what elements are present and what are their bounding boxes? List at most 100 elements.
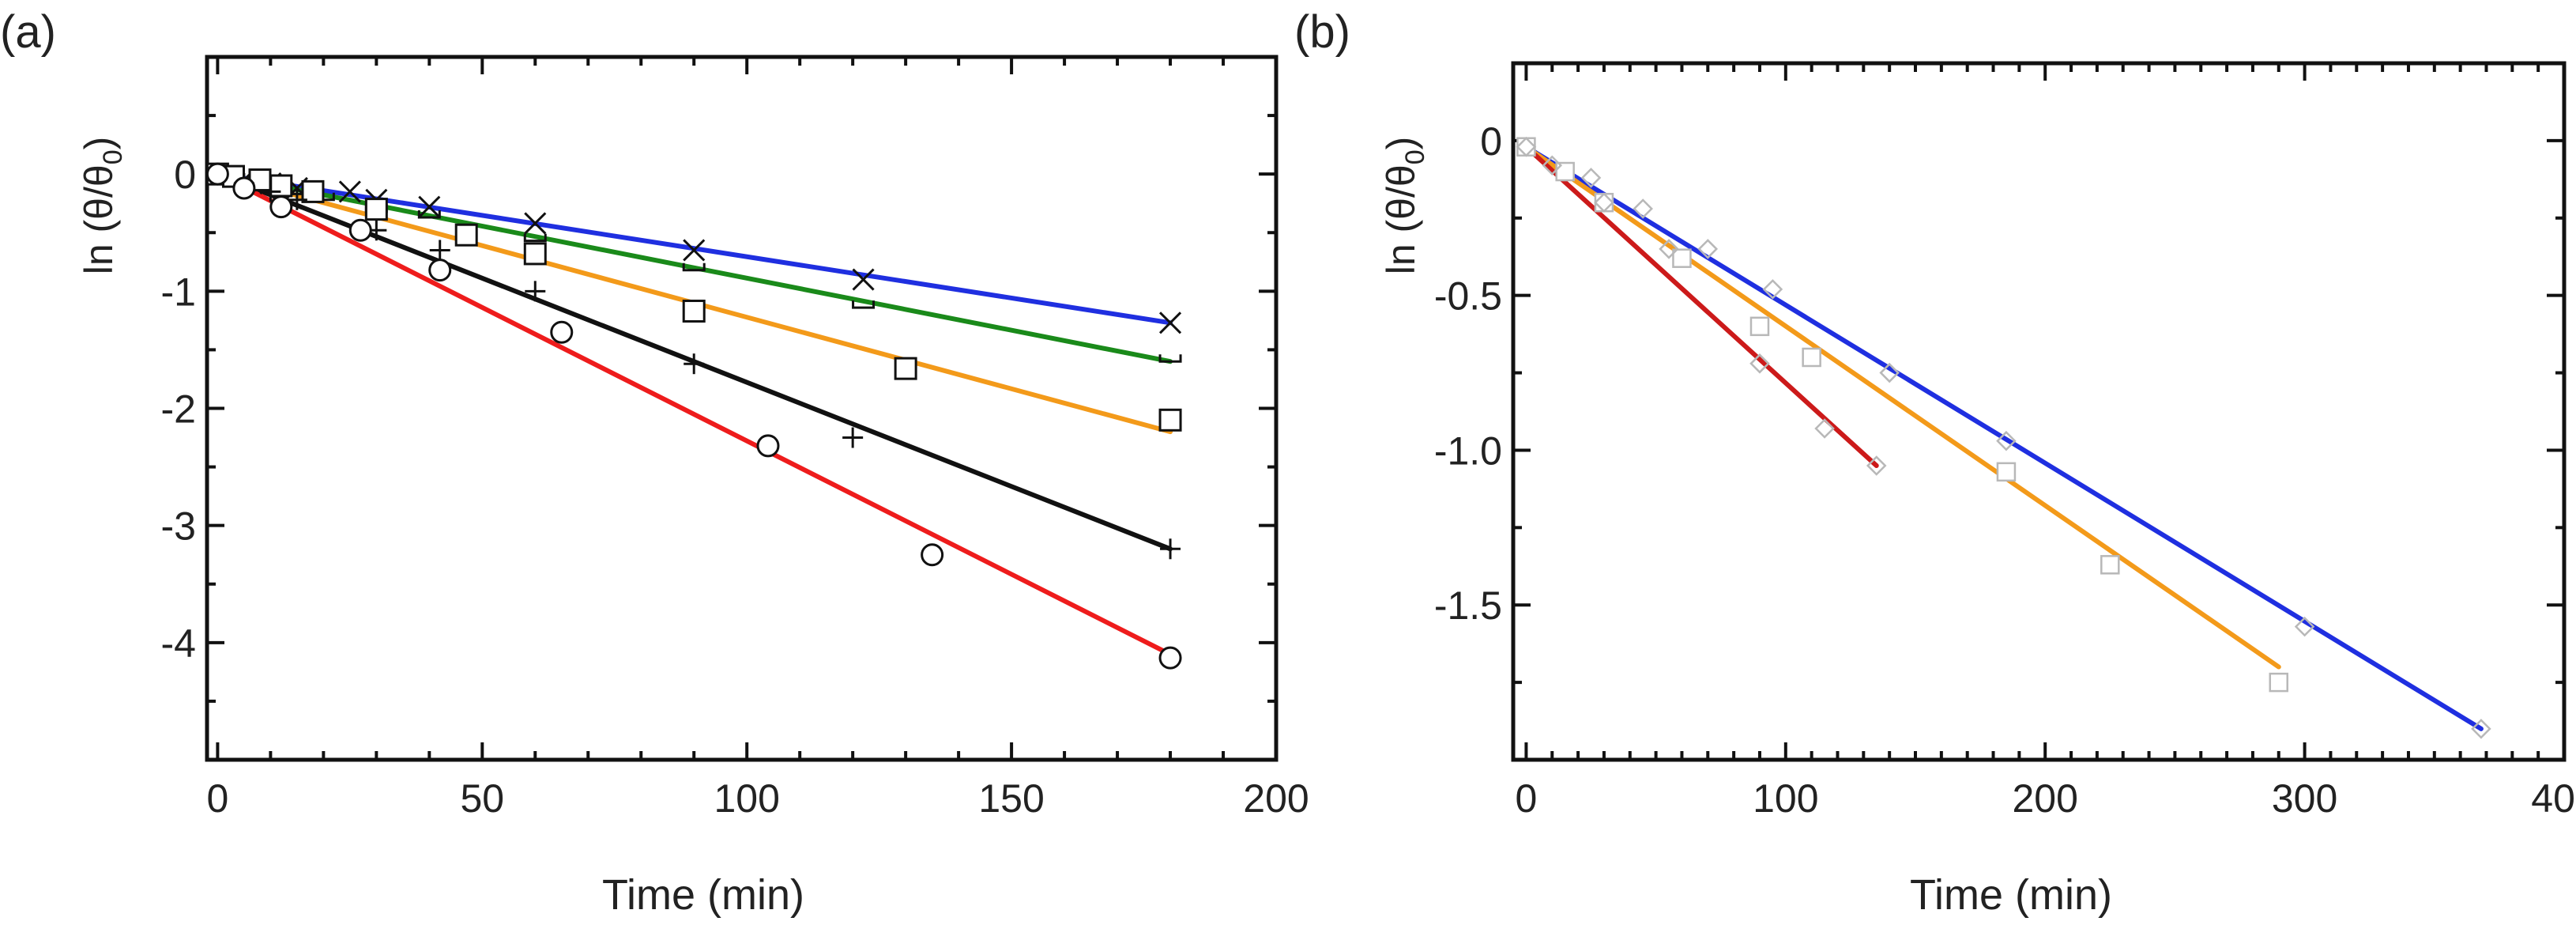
orange-series-point — [1672, 248, 1692, 268]
x-tick-label: 100 — [1753, 776, 1818, 821]
square-series-point — [682, 300, 706, 323]
blue-series-point — [1996, 430, 2017, 451]
x-series-point — [1158, 311, 1182, 334]
y-tick-label: -1.5 — [1434, 583, 1502, 628]
circle-series-point — [232, 176, 256, 200]
x-series-point — [852, 268, 875, 291]
dash-series-point — [523, 233, 547, 243]
x-tick-label: 400 — [2531, 776, 2576, 821]
circle-series-point — [428, 259, 452, 282]
y-tick-label: -0.5 — [1434, 274, 1502, 319]
orange-series-point — [2100, 555, 2120, 575]
red-series-point — [1749, 353, 1770, 374]
plus-series-point — [525, 281, 546, 302]
circle-series-point — [348, 218, 372, 242]
panel-a-y-tick-labels: 0 -1 -2 -3 -4 — [161, 153, 196, 666]
panel-a-markers — [205, 162, 1182, 670]
x-tick-label: 200 — [1243, 776, 1309, 821]
x-tick-label: 200 — [2012, 776, 2077, 821]
blue-series-point — [1633, 198, 1653, 219]
panel-b-markers — [1516, 136, 2491, 739]
square-series-point — [523, 242, 547, 266]
orange-series-point — [1594, 192, 1614, 213]
blue-series-point — [1697, 239, 1719, 259]
plus-series-point — [260, 181, 281, 202]
y-tick-label: -1.0 — [1434, 429, 1502, 473]
square-series-point — [894, 357, 917, 380]
panel-b-y-tick-labels: 0 -0.5 -1.0 -1.5 — [1434, 119, 1502, 628]
x-series-point — [418, 195, 441, 218]
panel-b-label: (b) — [1294, 6, 1350, 58]
panel-b-x-axis-label: Time (min) — [1910, 871, 2112, 919]
panel-a: (a) 0 50 100 150 200 0 -1 -2 -3 -4 Time (min) ln… — [0, 6, 1309, 919]
circle-series-fit-line — [215, 172, 1173, 657]
y-tick-label: -4 — [161, 621, 196, 666]
blue-series-point — [1580, 168, 1602, 188]
panel-b-x-tick-labels: 0 100 200 300 400 — [1516, 776, 2576, 821]
blue-series-point — [2471, 719, 2491, 739]
square-series-point — [454, 223, 478, 247]
square-series-point — [364, 198, 388, 221]
panel-a-label: (a) — [0, 6, 56, 58]
panel-a-fit-lines — [215, 172, 1173, 657]
plus-series-point — [429, 240, 450, 261]
red-series-point — [1866, 455, 1887, 476]
dash-series-point — [417, 210, 441, 219]
dash-series-fit-line — [215, 172, 1173, 364]
red-series-fit-line — [1523, 144, 1879, 469]
panel-b-plot-frame — [1511, 61, 2567, 762]
circle-series-point — [269, 195, 293, 219]
panel-b: (b) 0 100 200 300 400 0 -0.5 -1.0 -1.5 Time (mi… — [1294, 6, 2576, 919]
panel-a-ticks — [207, 55, 1278, 761]
circle-series-point — [1158, 646, 1182, 670]
orange-series-point — [2269, 672, 2289, 693]
x-tick-label: 50 — [460, 776, 504, 821]
dash-series-point — [852, 300, 876, 309]
panel-b-y-axis-label: ln (θ/θ0) — [1379, 137, 1430, 275]
panel-a-y-axis-label: ln (θ/θ0) — [77, 137, 128, 275]
y-tick-label: -3 — [161, 504, 196, 549]
panel-b-fit-lines — [1523, 144, 2484, 731]
square-series-point — [1158, 408, 1182, 432]
x-tick-label: 150 — [978, 776, 1044, 821]
red-series-point — [1542, 155, 1563, 176]
square-series-point — [269, 174, 293, 198]
y-tick-label: 0 — [1480, 119, 1502, 164]
plus-series-point — [842, 427, 864, 448]
orange-series-point — [1516, 137, 1536, 157]
orange-series-point — [1996, 462, 2017, 482]
panel-a-plot-frame — [205, 55, 1279, 762]
red-series-point — [1814, 418, 1835, 439]
x-series-point — [524, 212, 547, 235]
y-tick-label: -2 — [161, 387, 196, 432]
red-series-point — [1659, 239, 1679, 259]
blue-series-point — [1762, 279, 1783, 300]
x-series-point — [683, 239, 706, 262]
blue-series-point — [1879, 362, 1900, 383]
x-series-point — [338, 180, 361, 203]
x-tick-label: 0 — [206, 776, 228, 821]
y-tick-label: -1 — [161, 270, 196, 314]
orange-series-point — [1802, 347, 1821, 368]
orange-series-point — [1749, 316, 1770, 337]
blue-series-fit-line — [1523, 144, 2484, 731]
dash-series-point — [682, 262, 706, 272]
plus-series-point — [684, 353, 705, 375]
circle-series-point — [550, 320, 574, 344]
panel-a-x-tick-labels: 0 50 100 150 200 — [206, 776, 1309, 821]
panel-b-ticks — [1513, 62, 2566, 761]
orange-series-fit-line — [1523, 144, 2281, 670]
circle-series-point — [205, 162, 229, 186]
panel-a-x-axis-label: Time (min) — [602, 871, 804, 919]
circle-series-point — [921, 543, 944, 567]
orange-series-point — [1555, 161, 1575, 182]
dash-series-point — [1158, 354, 1182, 363]
circle-series-point — [756, 434, 780, 458]
square-series-point — [301, 179, 325, 203]
red-series-point — [1516, 136, 1537, 157]
y-tick-label: 0 — [174, 153, 196, 197]
plus-series-point — [1160, 538, 1181, 560]
x-tick-label: 100 — [714, 776, 779, 821]
x-tick-label: 300 — [2272, 776, 2337, 821]
